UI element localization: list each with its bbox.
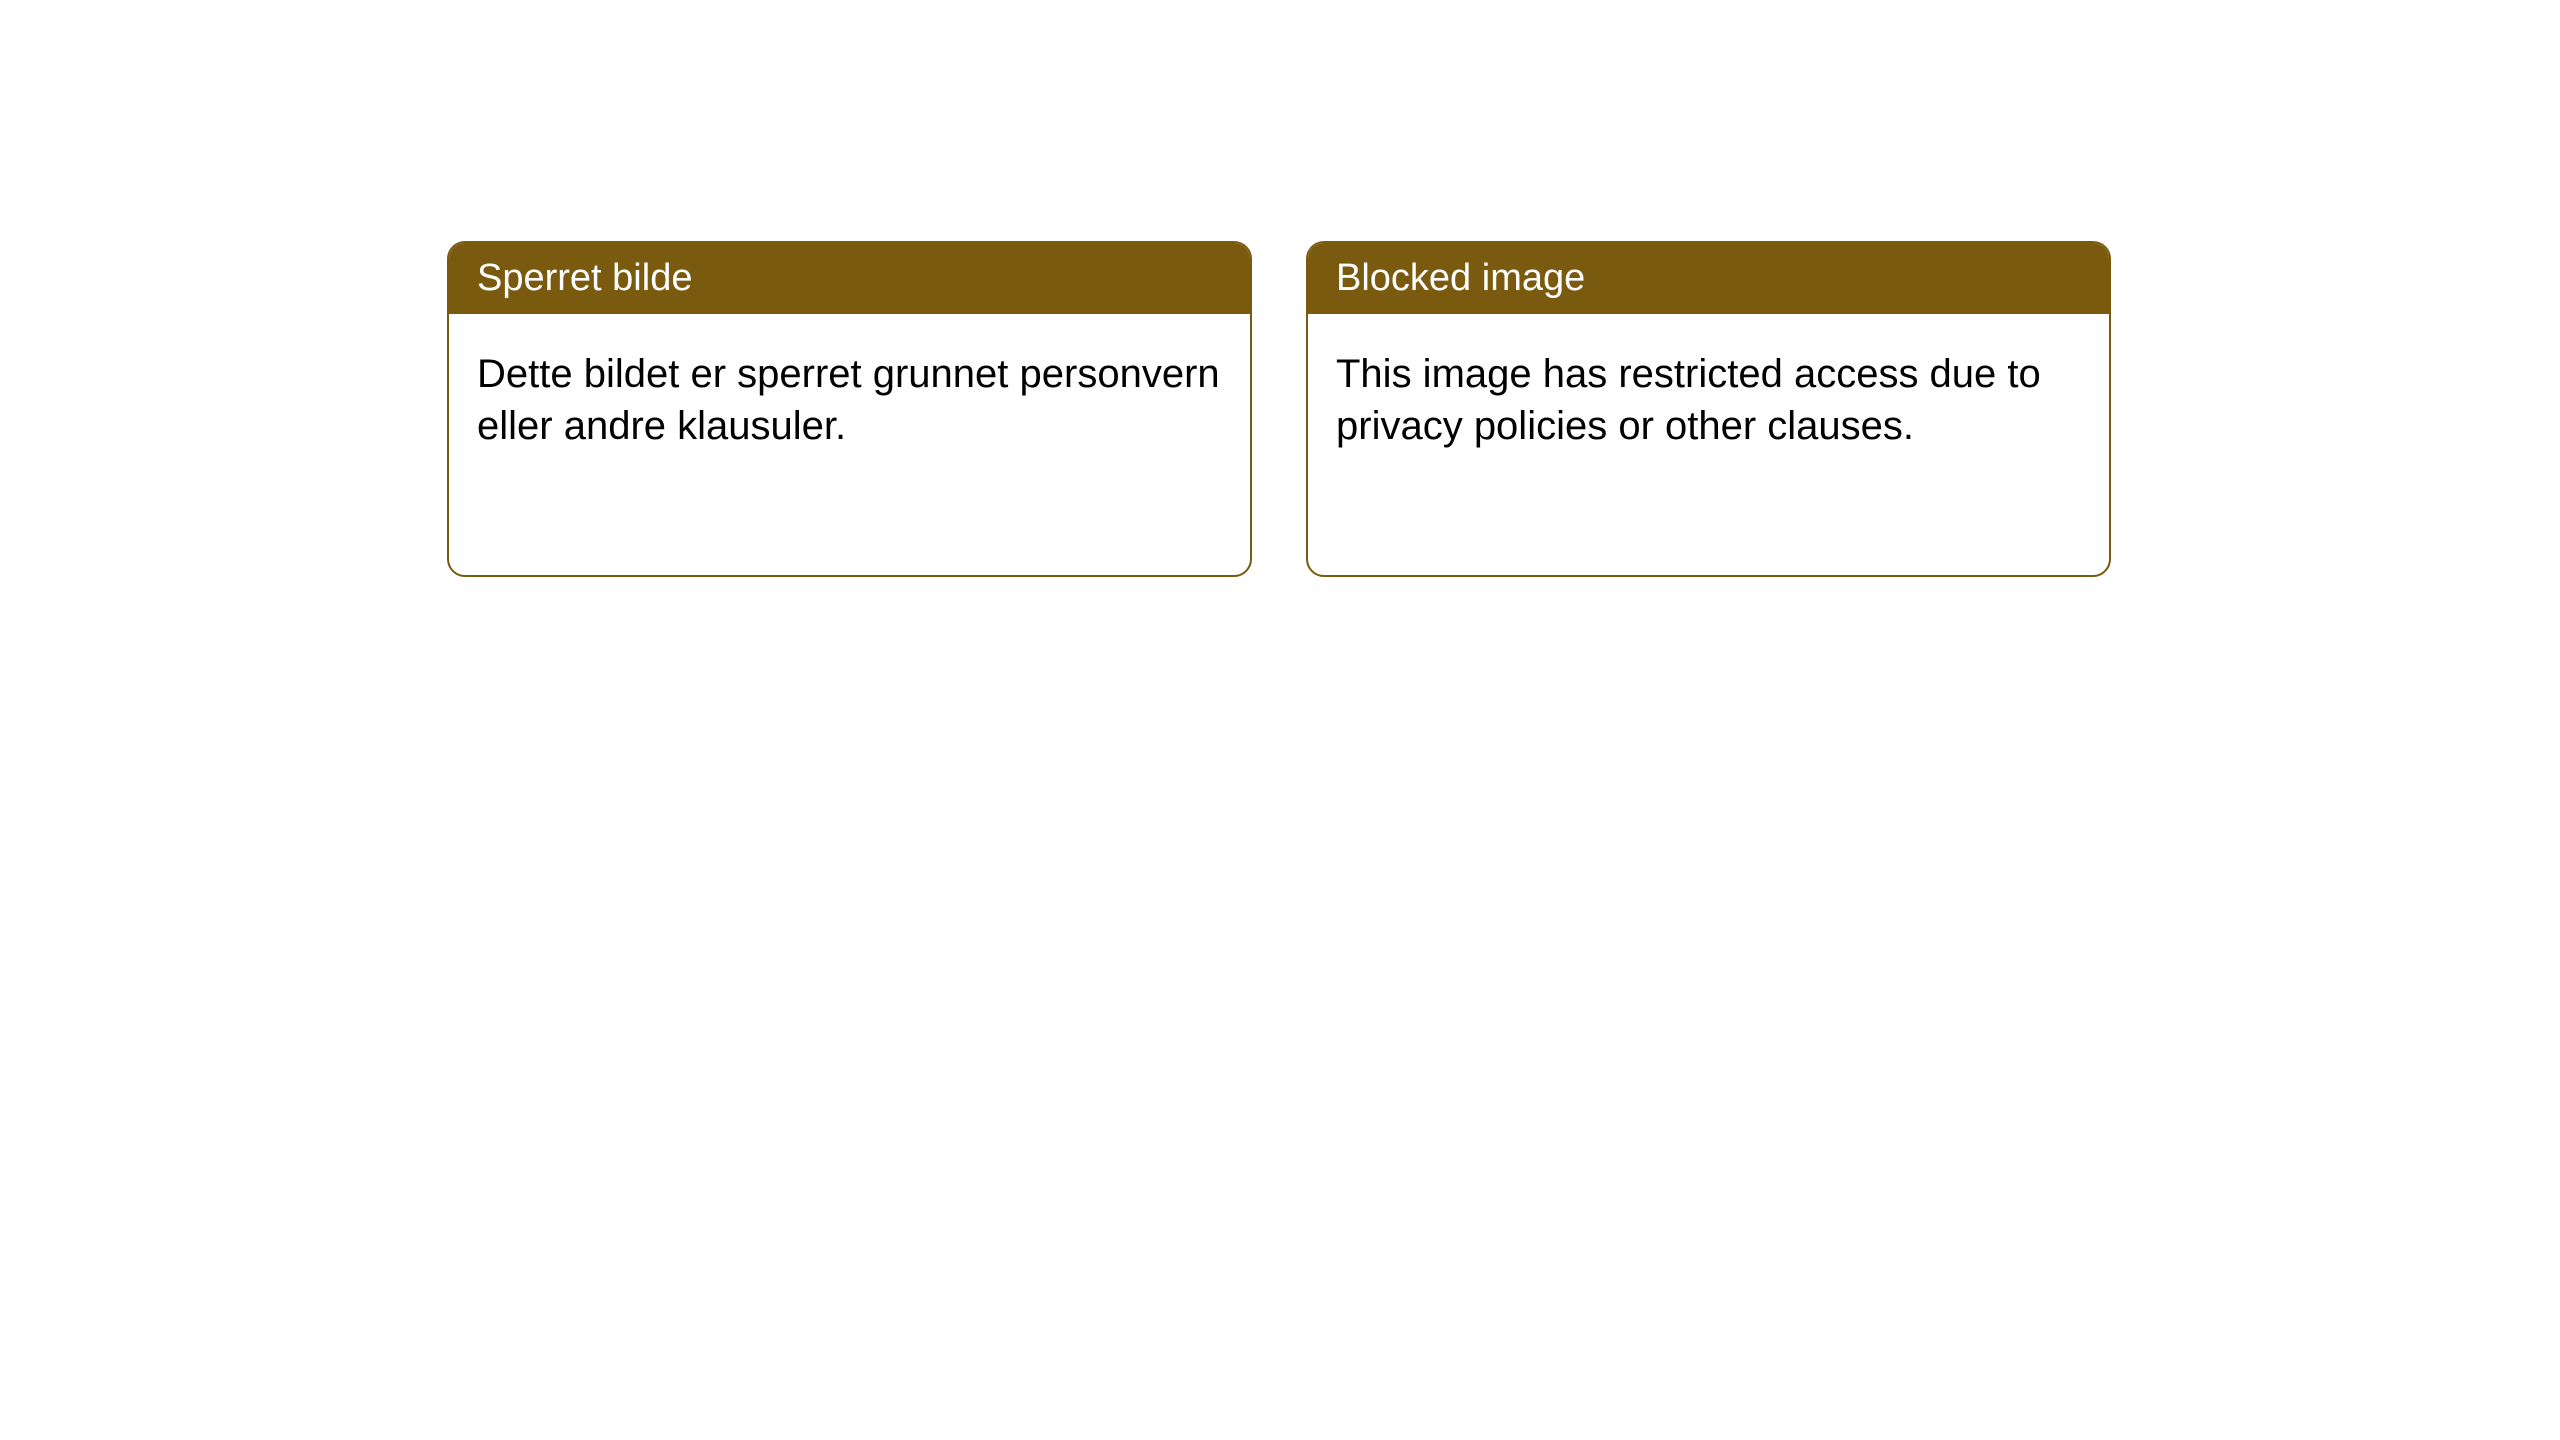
notice-body: Dette bildet er sperret grunnet personve…: [449, 314, 1250, 486]
notice-title: Blocked image: [1336, 257, 1585, 299]
notice-title: Sperret bilde: [477, 257, 692, 299]
notice-card-norwegian: Sperret bilde Dette bildet er sperret gr…: [447, 241, 1252, 577]
notice-container: Sperret bilde Dette bildet er sperret gr…: [0, 0, 2560, 577]
notice-body: This image has restricted access due to …: [1308, 314, 2109, 486]
notice-card-english: Blocked image This image has restricted …: [1306, 241, 2111, 577]
notice-header: Blocked image: [1308, 243, 2109, 314]
notice-body-text: Dette bildet er sperret grunnet personve…: [477, 352, 1220, 448]
notice-header: Sperret bilde: [449, 243, 1250, 314]
notice-body-text: This image has restricted access due to …: [1336, 352, 2041, 448]
